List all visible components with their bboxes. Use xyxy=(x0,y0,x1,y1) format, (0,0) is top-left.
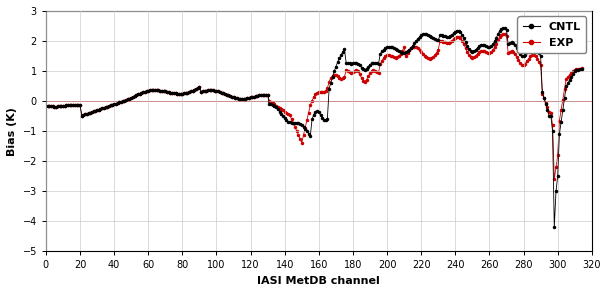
EXP xyxy=(551,178,558,181)
CNTL xyxy=(216,90,224,94)
CNTL xyxy=(551,226,558,229)
EXP xyxy=(44,104,51,108)
Line: CNTL: CNTL xyxy=(47,27,582,229)
EXP xyxy=(499,32,506,35)
EXP xyxy=(143,89,150,93)
CNTL xyxy=(578,67,586,70)
EXP xyxy=(300,133,307,137)
CNTL xyxy=(300,125,307,129)
EXP xyxy=(443,41,451,45)
CNTL xyxy=(499,26,506,30)
Legend: CNTL, EXP: CNTL, EXP xyxy=(517,16,586,53)
EXP xyxy=(216,90,224,94)
EXP xyxy=(198,90,205,93)
CNTL xyxy=(443,35,451,39)
EXP xyxy=(578,67,586,70)
X-axis label: IASI MetDB channel: IASI MetDB channel xyxy=(257,276,380,286)
EXP xyxy=(47,105,55,108)
CNTL xyxy=(44,104,51,108)
Line: EXP: EXP xyxy=(47,33,582,180)
Y-axis label: Bias (K): Bias (K) xyxy=(7,107,17,156)
CNTL xyxy=(143,89,150,93)
CNTL xyxy=(47,105,55,108)
CNTL xyxy=(198,90,205,93)
